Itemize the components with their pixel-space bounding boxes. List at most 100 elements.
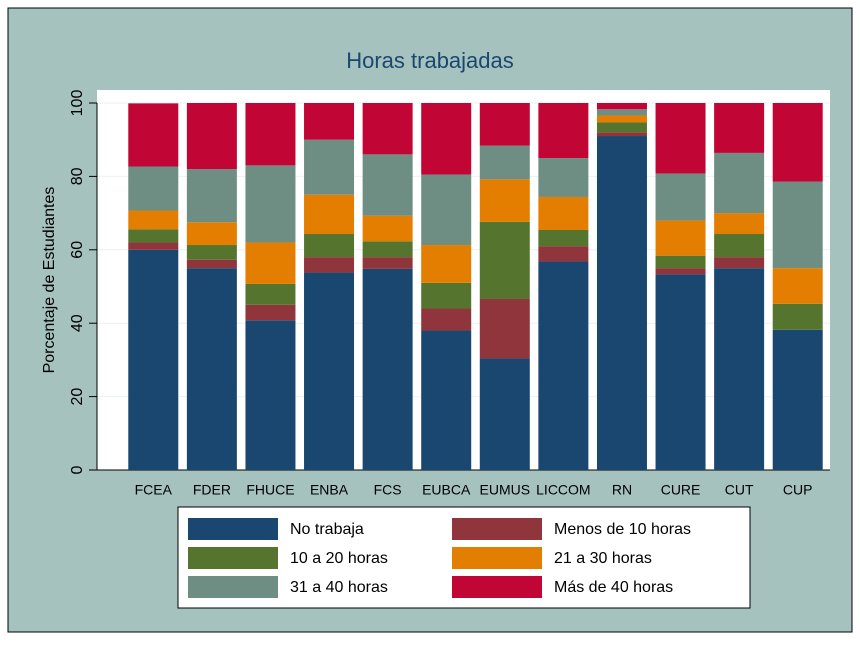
bar-segment: [245, 103, 296, 166]
bar-segment: [128, 242, 179, 250]
bar-segment: [538, 261, 589, 470]
x-tick-label: FDER: [193, 482, 231, 498]
bar-segment: [479, 358, 530, 470]
bar-segment: [304, 194, 355, 235]
y-tick-label: 40: [69, 314, 86, 332]
legend-label: Más de 40 horas: [554, 579, 673, 596]
x-tick-label: ENBA: [310, 482, 349, 498]
bar-segment: [479, 221, 530, 299]
bar-segment: [421, 308, 472, 331]
bar-segment: [479, 145, 530, 180]
bar-segment: [304, 272, 355, 470]
bar-segment: [479, 298, 530, 359]
y-tick-label: 0: [69, 465, 86, 474]
bar-segment: [421, 174, 472, 246]
bar-segment: [304, 139, 355, 195]
bar-segment: [245, 304, 296, 321]
bar-segment: [772, 303, 823, 330]
bar-segment: [362, 257, 413, 269]
bar-segment: [362, 268, 413, 470]
legend-label: 21 a 30 horas: [554, 550, 652, 567]
legend-swatch: [188, 518, 278, 540]
x-tick-label: CUT: [725, 482, 754, 498]
x-tick-label: FCEA: [135, 482, 173, 498]
bar-segment: [655, 274, 706, 470]
x-tick-label: RN: [612, 482, 632, 498]
chart-title: Horas trabajadas: [346, 48, 514, 73]
bar-segment: [655, 268, 706, 275]
bar-segment: [186, 222, 237, 246]
x-tick-label: LICCOM: [536, 482, 590, 498]
legend-swatch: [452, 547, 542, 569]
y-axis-label: Porcentaje de Estudiantes: [41, 187, 58, 374]
bar-segment: [714, 234, 765, 258]
legend-label: No trabaja: [290, 521, 364, 538]
bar-segment: [655, 103, 706, 174]
x-tick-label: CUP: [783, 482, 813, 498]
bar-segment: [304, 257, 355, 273]
bar-segment: [596, 122, 647, 133]
bar-segment: [538, 103, 589, 159]
bar-segment: [186, 259, 237, 269]
bar-segment: [421, 245, 472, 283]
bar-segment: [186, 169, 237, 223]
bar-segment: [596, 103, 647, 110]
bar-segment: [772, 268, 823, 304]
bar-segment: [714, 152, 765, 214]
legend-swatch: [188, 547, 278, 569]
bar-segment: [714, 257, 765, 269]
bar-segment: [538, 158, 589, 197]
bar-segment: [538, 246, 589, 262]
bar-segment: [714, 268, 765, 470]
bar-segment: [479, 179, 530, 222]
bar-segment: [245, 165, 296, 243]
bar-segment: [362, 241, 413, 258]
bar-segment: [186, 268, 237, 470]
bar-segment: [772, 181, 823, 269]
bar-segment: [421, 282, 472, 309]
bar-segment: [538, 229, 589, 247]
y-tick-label: 20: [69, 388, 86, 406]
bar-segment: [245, 283, 296, 305]
y-tick-label: 60: [69, 241, 86, 259]
legend-label: 31 a 40 horas: [290, 579, 388, 596]
bar-segment: [186, 245, 237, 260]
legend-swatch: [452, 518, 542, 540]
bar-segment: [714, 213, 765, 235]
bar-segment: [596, 115, 647, 123]
x-tick-label: EUMUS: [480, 482, 531, 498]
bar-segment: [186, 103, 237, 170]
bar-segment: [128, 249, 179, 470]
bar-segment: [245, 320, 296, 470]
bar-segment: [421, 103, 472, 175]
bar-segment: [128, 229, 179, 243]
bar-segment: [655, 173, 706, 221]
bar-segment: [772, 103, 823, 182]
bar-segment: [128, 210, 179, 230]
bar-segment: [655, 255, 706, 269]
legend-swatch: [188, 576, 278, 598]
bar-segment: [362, 154, 413, 216]
bar-segment: [655, 220, 706, 256]
bar-segment: [596, 109, 647, 116]
legend-label: 10 a 20 horas: [290, 550, 388, 567]
x-tick-label: FHUCE: [246, 482, 294, 498]
bar-segment: [772, 329, 823, 470]
y-tick-label: 100: [69, 90, 86, 117]
x-tick-label: EUBCA: [422, 482, 471, 498]
bar-segment: [304, 234, 355, 258]
bar-segment: [128, 103, 179, 167]
bar-segment: [596, 132, 647, 137]
bar-segment: [245, 242, 296, 284]
legend-swatch: [452, 576, 542, 598]
x-tick-label: FCS: [374, 482, 402, 498]
y-tick-label: 80: [69, 167, 86, 185]
bar-segment: [362, 215, 413, 242]
bar-segment: [304, 103, 355, 140]
bar-segment: [596, 136, 647, 470]
bar-segment: [128, 166, 179, 211]
bar-segment: [479, 103, 530, 146]
bar-segment: [421, 330, 472, 470]
bar-segment: [714, 103, 765, 153]
